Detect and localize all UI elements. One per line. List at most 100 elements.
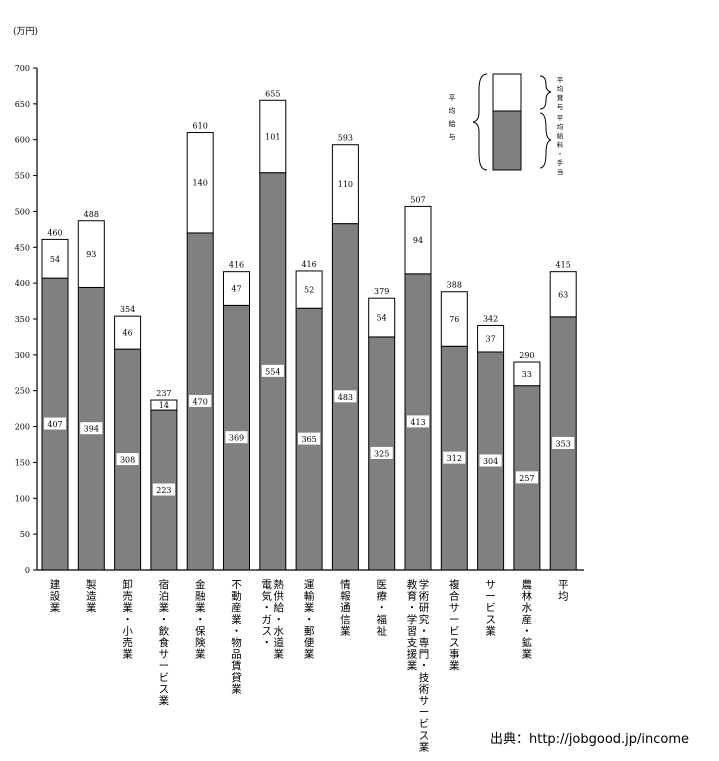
bar-bonus xyxy=(368,297,396,338)
category-label-line: サービス業 xyxy=(485,579,496,637)
bar-bonus xyxy=(223,271,250,306)
salary-value-label: 223 xyxy=(156,486,171,495)
category-label-line: 学術研究・専門・技術サービス業 xyxy=(419,578,430,753)
total-value-label: 342 xyxy=(483,314,498,323)
salary-value-label-bg xyxy=(443,451,466,464)
legend-label-bonus: 平均賞与 xyxy=(557,76,564,111)
bar-group: 413 94 507 xyxy=(404,195,432,571)
category-label-line: 教育・学習支援業 xyxy=(407,578,418,672)
bonus-value-label: 110 xyxy=(338,180,353,189)
salary-value-label-bg xyxy=(406,415,430,428)
bar-group: 394 93 488 xyxy=(77,210,105,571)
category-label-line: 金融業・保険業 xyxy=(195,578,206,661)
bar-group: 483 110 593 xyxy=(331,134,359,571)
legend-brace-total xyxy=(472,73,488,171)
category-label: 宿泊業・飲食サービス業 xyxy=(159,578,170,707)
category-label: 金融業・保険業 xyxy=(195,578,206,661)
bar-group: 407 54 460 xyxy=(41,228,69,571)
category-label: 医療・福祉 xyxy=(376,579,387,637)
category-label: 情報通信業 xyxy=(340,578,351,637)
bar-bonus xyxy=(331,144,359,225)
total-value-label: 610 xyxy=(193,122,208,131)
y-tick-label: 150 xyxy=(15,458,30,467)
bonus-value-label: 63 xyxy=(558,290,568,299)
legend-label-salary: 平均給料・手当 xyxy=(557,114,564,176)
salary-value-label-bg xyxy=(479,454,502,467)
y-tick-label: 350 xyxy=(15,315,30,324)
bar-group: 312 76 388 xyxy=(440,281,468,571)
bonus-value-label: 94 xyxy=(413,236,423,245)
salary-value-label: 325 xyxy=(374,449,389,458)
total-value-label: 354 xyxy=(120,305,135,314)
category-label-line: 製造業 xyxy=(86,578,97,614)
category-label: 建設業 xyxy=(50,578,61,614)
category-label-line: 複合サービス事業 xyxy=(449,578,460,672)
bonus-value-label: 46 xyxy=(123,329,133,338)
salary-value-label-bg xyxy=(370,446,393,459)
bonus-value-label: 52 xyxy=(304,286,314,295)
total-value-label: 237 xyxy=(156,389,171,398)
total-value-label: 655 xyxy=(265,89,280,98)
salary-value-label: 308 xyxy=(120,456,135,465)
category-label-line: 不動産業・物品賃貸業 xyxy=(231,579,242,695)
category-label-line: 運輸業・郵便業 xyxy=(304,579,315,661)
salary-value-label: 365 xyxy=(301,435,316,444)
category-label-line: 建設業 xyxy=(50,578,61,614)
salary-value-label: 369 xyxy=(229,434,244,443)
category-label-line: 情報通信業 xyxy=(340,578,351,637)
salary-value-label: 394 xyxy=(84,425,99,434)
source-citation: 出典：http://jobgood.jp/income xyxy=(490,732,690,747)
bars: 407 54 460 394 93 488 308 46 354 223 14 237 470 140 61… xyxy=(41,89,577,571)
total-value-label: 488 xyxy=(84,210,99,219)
total-value-label: 379 xyxy=(374,287,389,296)
salary-value-label: 413 xyxy=(410,418,425,427)
y-tick-label: 300 xyxy=(15,351,30,360)
bar-bonus xyxy=(295,270,323,309)
salary-value-label-bg xyxy=(189,394,212,407)
bar-bonus xyxy=(440,291,468,347)
total-value-label: 416 xyxy=(229,261,244,270)
legend-brace-bonus xyxy=(539,75,552,110)
salary-value-label: 554 xyxy=(265,367,280,376)
y-tick-label: 50 xyxy=(20,530,30,539)
bonus-value-label: 54 xyxy=(377,314,387,323)
bonus-value-label: 33 xyxy=(522,370,532,379)
total-value-label: 415 xyxy=(556,261,571,270)
salary-value-label-bg xyxy=(515,471,538,484)
bar-group: 304 37 342 xyxy=(477,314,505,571)
bar-bonus xyxy=(477,324,505,353)
category-label-line: 宿泊業・飲食サービス業 xyxy=(159,578,170,707)
bonus-value-label: 93 xyxy=(86,250,96,259)
bar-group: 257 33 290 xyxy=(513,351,541,571)
bar-bonus xyxy=(77,220,105,288)
y-axis-unit-label: (万円) xyxy=(13,26,38,37)
bonus-value-label: 37 xyxy=(486,335,496,344)
category-label: 運輸業・郵便業 xyxy=(304,579,315,661)
salary-value-label: 257 xyxy=(519,474,534,483)
salary-value-label-bg xyxy=(43,417,67,430)
bar-bonus xyxy=(404,205,432,275)
category-label-line: 医療・福祉 xyxy=(376,579,387,637)
legend-brace-salary xyxy=(539,112,552,169)
y-tick-label: 550 xyxy=(15,172,30,181)
legend-swatch-bonus xyxy=(492,73,522,112)
salary-value-label-bg xyxy=(261,364,284,377)
bar-bonus xyxy=(114,315,142,350)
y-tick-label: 0 xyxy=(25,566,30,575)
category-label-line: 電気・ガス・ xyxy=(262,579,273,649)
salary-value-label-bg xyxy=(334,390,357,403)
bar-bonus xyxy=(513,361,541,387)
category-label: 不動産業・物品賃貸業 xyxy=(231,579,242,695)
bar-bonus xyxy=(259,99,287,174)
total-value-label: 416 xyxy=(301,260,316,269)
salary-value-label: 312 xyxy=(447,454,462,463)
bar-group: 308 46 354 xyxy=(114,305,142,571)
category-label-line: 農林水産・鉱業 xyxy=(522,578,533,661)
y-tick-label: 600 xyxy=(15,136,30,145)
y-tick-label: 700 xyxy=(15,64,30,73)
total-value-label: 507 xyxy=(410,195,425,204)
